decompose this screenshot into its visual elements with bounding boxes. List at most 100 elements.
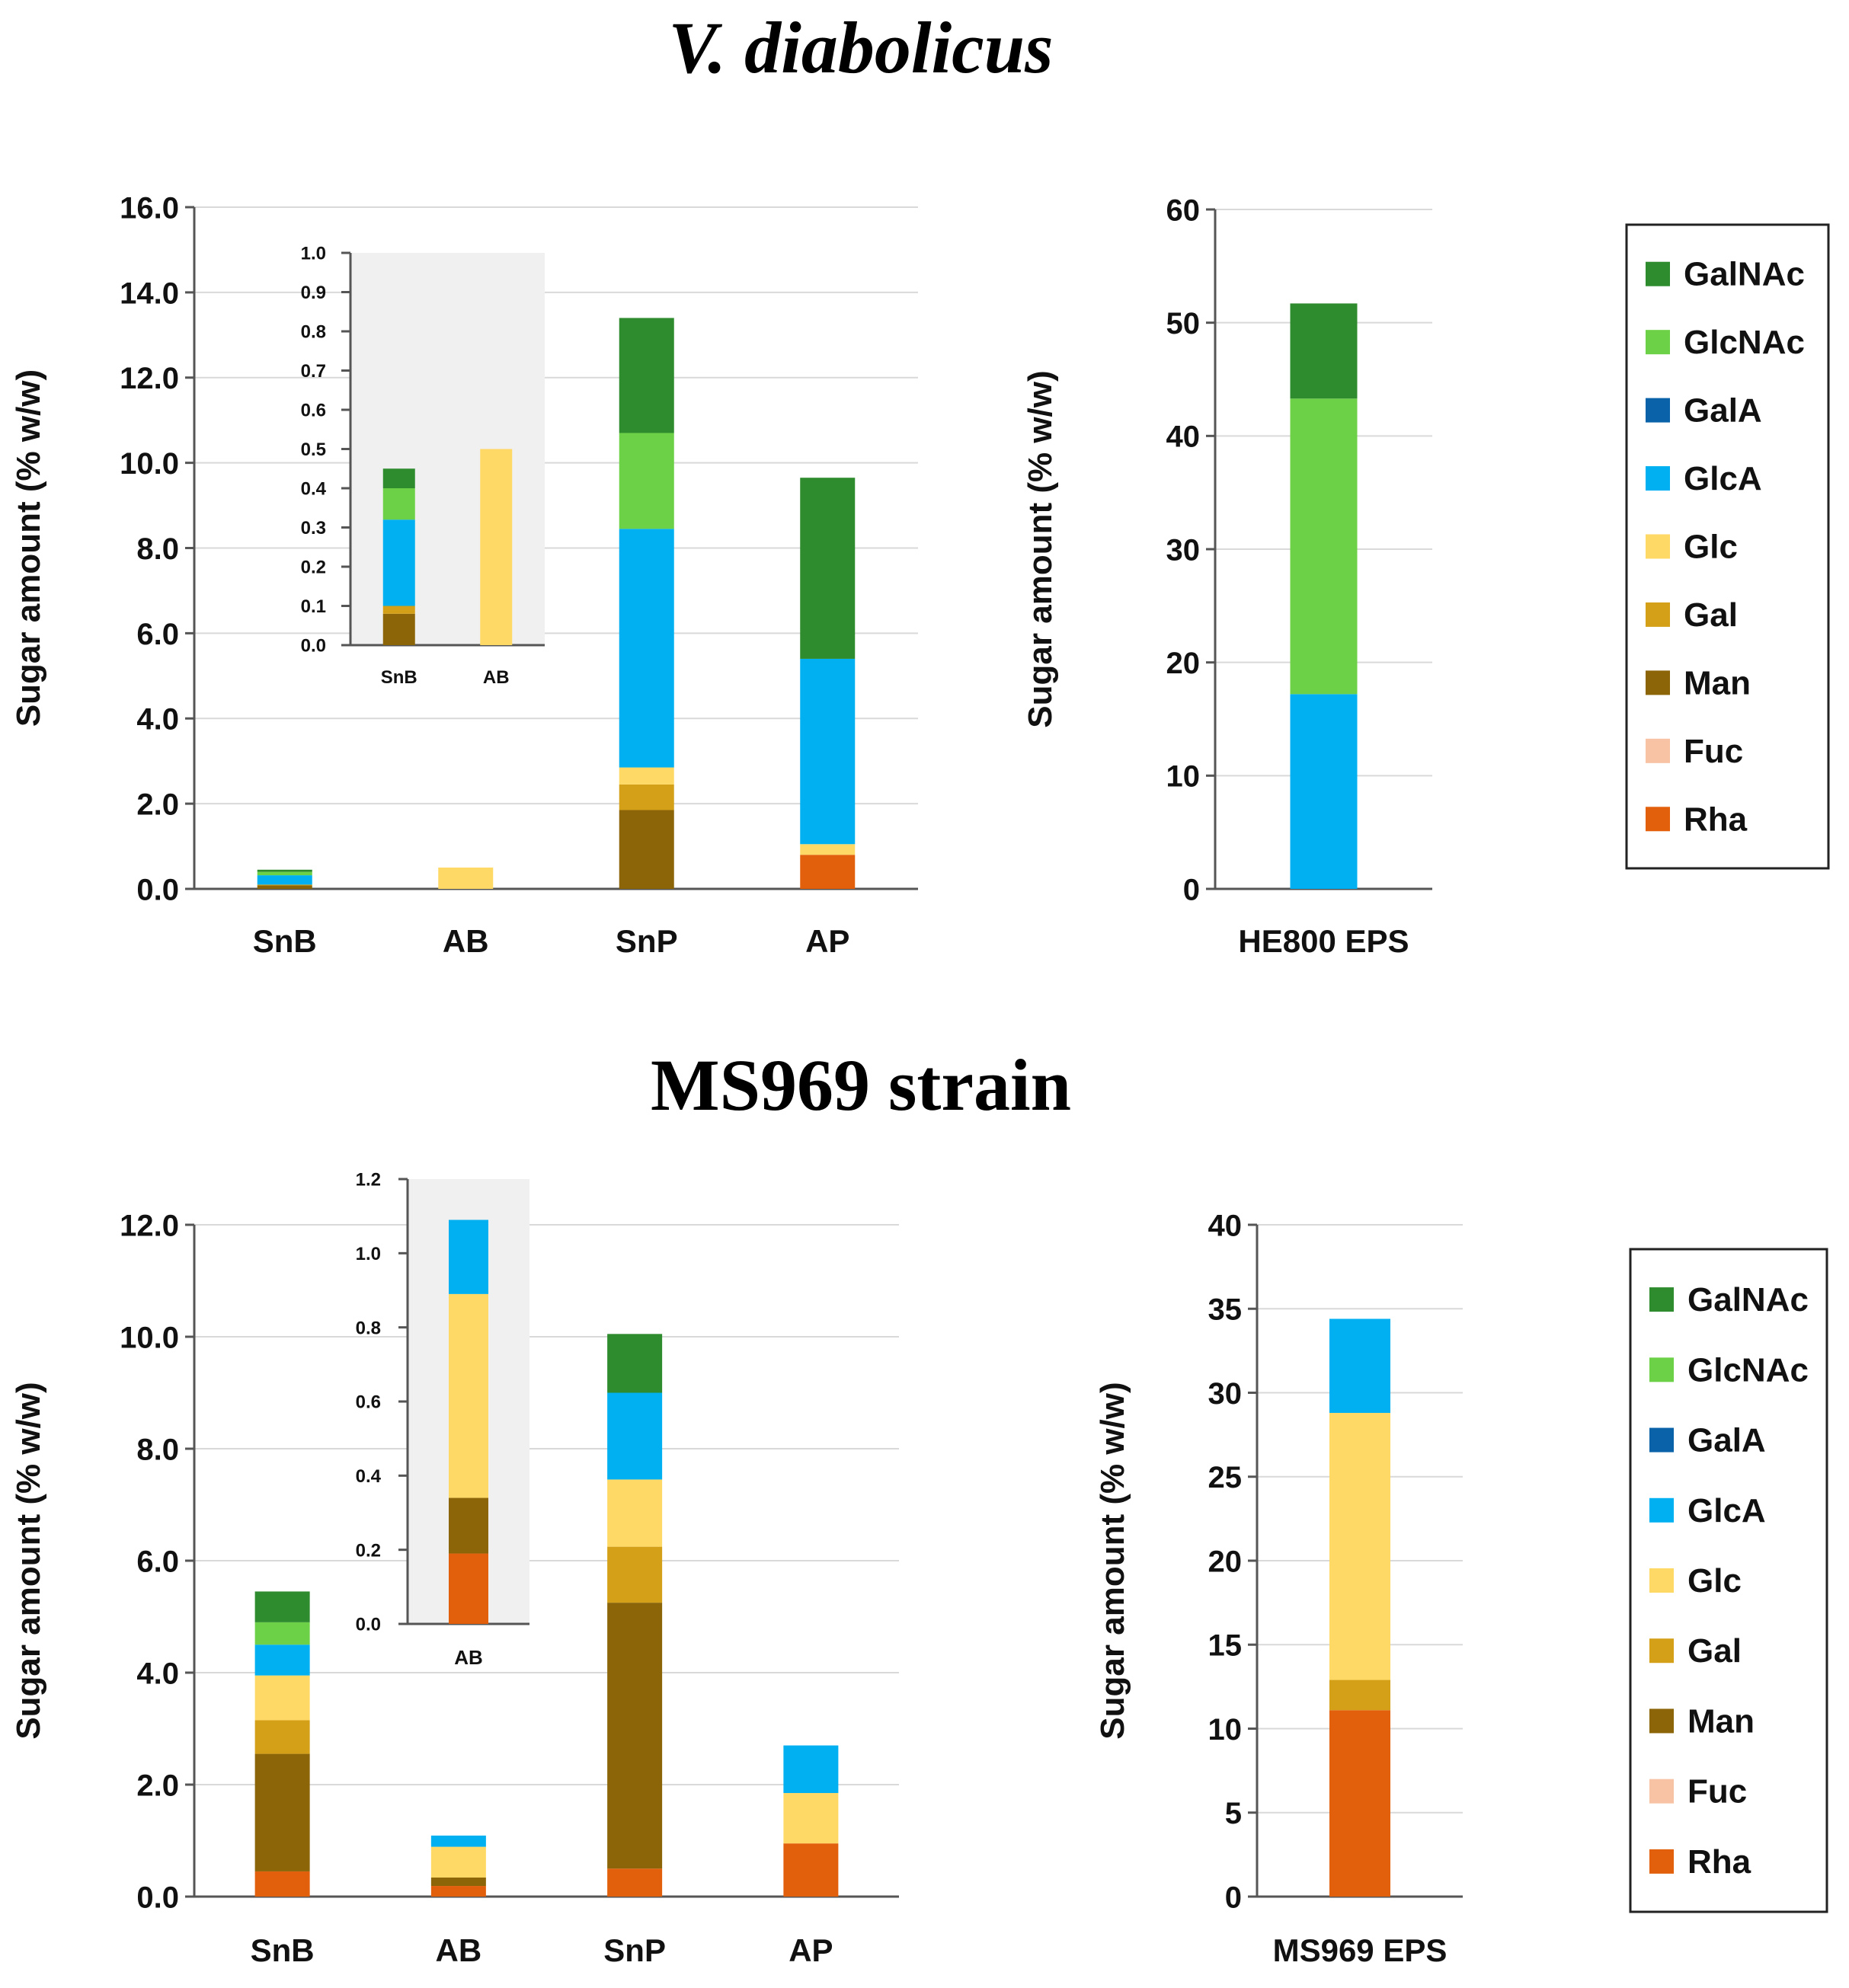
legend-label-fuc: Fuc [1687, 1773, 1747, 1811]
bar-segment-glca-ab [449, 1219, 488, 1294]
bar-segment-gal-snb [382, 606, 415, 614]
y-tick-label: 6.0 [136, 618, 179, 651]
y-tick-label: 0.4 [356, 1466, 382, 1487]
y-axis-label: Sugar amount (% w/w) [10, 1382, 47, 1739]
legend-label-gala: GalA [1684, 392, 1762, 430]
x-category-label: AB [436, 1932, 482, 1968]
chart-vd-inset: 0.0 0.1 0.2 0.3 0.4 0.5 0.6 0.7 0.8 0.9 1.0 SnB AB [301, 244, 545, 688]
legend-swatch-fuc [1646, 738, 1670, 763]
y-tick-label: 0 [1225, 1881, 1242, 1914]
bar-segment-glc-ap [783, 1793, 839, 1844]
y-tick-label: 30 [1166, 533, 1201, 567]
legend-bottom: GalNAc GlcNAc GalA GlcA Glc Gal Man Fuc Rha [1629, 1248, 1828, 1913]
bar-segment-glc-ab [430, 1846, 486, 1878]
legend-swatch-gal [1649, 1638, 1674, 1664]
y-tick-label: 1.0 [356, 1244, 381, 1264]
bar-segment-glcnac-he800-eps [1290, 398, 1358, 695]
bar-segment-glca-ap [800, 658, 856, 845]
bar-segment-rha-ab [430, 1886, 486, 1897]
legend-swatch-rha [1649, 1849, 1674, 1874]
bar-segment-galnac-he800-eps [1290, 303, 1358, 399]
legend-swatch-fuc [1649, 1779, 1674, 1804]
legend-swatch-gal [1646, 602, 1670, 627]
y-axis-label: Sugar amount (% w/w) [1094, 1382, 1131, 1739]
legend-label-glca: GlcA [1687, 1492, 1766, 1529]
legend-label-glc: Glc [1687, 1562, 1742, 1600]
y-tick-label: 10.0 [120, 1321, 179, 1354]
y-axis-label: Sugar amount (% w/w) [1022, 370, 1059, 727]
x-category-label: AB [483, 667, 510, 688]
inset-background [350, 253, 545, 645]
y-tick-label: 10 [1208, 1713, 1243, 1747]
y-tick-label: 1.2 [356, 1170, 381, 1191]
y-tick-label: 0.2 [356, 1540, 381, 1561]
y-tick-label: 0.0 [136, 873, 179, 906]
bar-segment-glcnac-snp [619, 433, 674, 529]
bar-segment-galnac-ap [800, 478, 856, 659]
legend-swatch-man [1646, 670, 1670, 695]
legend-label-glcnac: GlcNAc [1684, 324, 1805, 361]
bar-segment-glca-snb [254, 1644, 310, 1676]
x-category-label: AB [454, 1646, 483, 1669]
bar-segment-galnac-snp [607, 1334, 663, 1393]
bar-segment-rha-ap [800, 855, 856, 889]
bar-segment-glcnac-snb [254, 1622, 310, 1645]
bar-segment-glca-ab [430, 1835, 486, 1847]
legend-swatch-rha [1646, 807, 1670, 832]
legend-swatch-man [1649, 1708, 1674, 1734]
bar-segment-glc-ap [800, 844, 856, 855]
y-tick-label: 0.5 [301, 439, 326, 460]
y-tick-label: 10 [1166, 760, 1201, 794]
bar-segment-galnac-snb [257, 869, 312, 872]
bar-segment-man-snb [382, 613, 415, 645]
y-tick-label: 0.0 [356, 1615, 381, 1635]
y-tick-label: 35 [1208, 1293, 1243, 1327]
bar-segment-glc-ms969-eps [1329, 1412, 1390, 1680]
bar-segment-man-snp [619, 810, 674, 889]
chart-ms-eps: 0 5 10 15 20 25 30 35 40 MS969 EPS Sugar amount (%… [1094, 1209, 1463, 1968]
y-tick-label: 0.0 [301, 636, 326, 657]
bar-segment-man-snb [257, 885, 312, 889]
y-tick-label: 0.2 [301, 558, 326, 578]
legend-top: GalNAc GlcNAc GalA GlcA Glc Gal Man Fuc Rha [1625, 223, 1830, 870]
x-category-label: SnB [253, 923, 317, 959]
bar-segment-gal-snp [619, 784, 674, 810]
x-category-label: SnB [251, 1932, 315, 1968]
y-tick-label: 60 [1166, 193, 1201, 227]
bar-segment-gal-snb [254, 1720, 310, 1754]
y-tick-label: 1.0 [301, 244, 326, 264]
title-ms969: MS969 strain [651, 1044, 1071, 1126]
legend-label-glc: Glc [1684, 529, 1738, 566]
y-tick-label: 8.0 [136, 532, 179, 566]
y-tick-label: 0.0 [136, 1881, 179, 1914]
y-tick-label: 2.0 [136, 1769, 179, 1802]
legend-swatch-galnac [1649, 1287, 1674, 1312]
bar-segment-rha-ms969-eps [1329, 1710, 1390, 1897]
legend-label-rha: Rha [1687, 1843, 1751, 1881]
legend-swatch-glc [1646, 534, 1670, 559]
y-tick-label: 0.6 [356, 1392, 381, 1413]
y-tick-label: 5 [1225, 1797, 1242, 1830]
chart-vd-eps: 0 10 20 30 40 50 60 HE800 EPS Sugar amount (% w/… [1022, 193, 1432, 959]
y-tick-label: 0.8 [356, 1318, 381, 1338]
bar-segment-rha-ab [449, 1553, 488, 1624]
x-category-label: MS969 EPS [1273, 1932, 1448, 1968]
y-tick-label: 0.8 [301, 322, 326, 343]
x-category-label: AP [805, 923, 849, 959]
legend-label-glca: GlcA [1684, 460, 1762, 497]
legend-label-galnac: GalNAc [1687, 1281, 1809, 1318]
legend-label-gal: Gal [1684, 596, 1738, 634]
y-axis-label: Sugar amount (% w/w) [10, 369, 47, 727]
y-tick-label: 2.0 [136, 788, 179, 822]
chart-ms-inset: 0.0 0.2 0.4 0.6 0.8 1.0 1.2 AB [356, 1170, 529, 1669]
y-tick-label: 4.0 [136, 1657, 179, 1690]
bar-segment-glca-snb [382, 519, 415, 606]
legend-label-man: Man [1684, 664, 1751, 702]
y-tick-label: 8.0 [136, 1433, 179, 1466]
charts-layer: 0.0 2.0 4.0 6.0 8.0 10.0 12.0 14.0 16.0 SnB AB SnP A… [10, 191, 1830, 1968]
legend-label-galnac: GalNAc [1684, 256, 1805, 293]
bar-segment-glc-ab [438, 868, 494, 889]
legend-swatch-glcnac [1646, 330, 1670, 355]
